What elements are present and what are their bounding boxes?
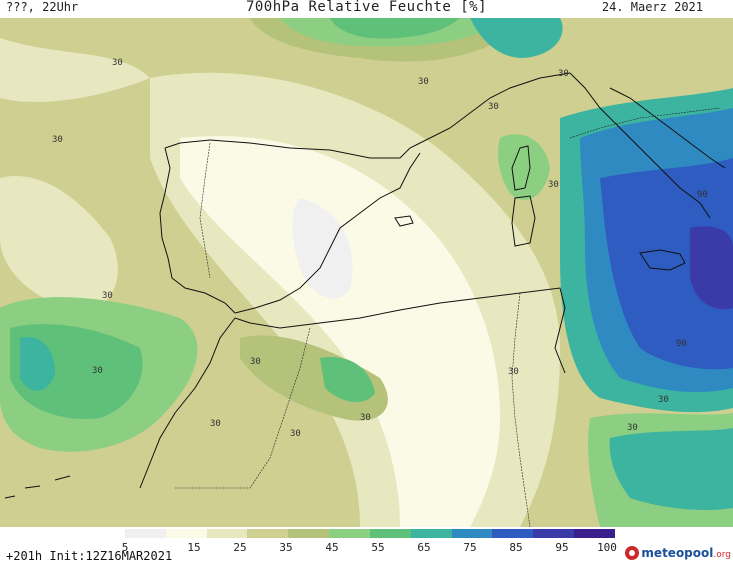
contour-label: 30	[210, 419, 221, 429]
colorbar-tick: 85	[509, 541, 523, 554]
forecast-date: 24. Maerz 2021	[601, 0, 703, 14]
contour-label: 30	[112, 58, 123, 68]
coast-west-iberia	[159, 147, 236, 314]
colorbar-tick: 15	[187, 541, 201, 554]
coast-north-iberia	[164, 139, 421, 159]
logo-main-text: meteopool	[641, 546, 714, 560]
colorbar-tick: 45	[325, 541, 339, 554]
contour-label: 30	[627, 423, 638, 433]
contour-label: 30	[102, 291, 113, 301]
coast-north-africa	[234, 287, 566, 374]
contour-label: 30	[52, 135, 63, 145]
humidity-field-25-nw	[0, 38, 150, 102]
colorbar-segment	[165, 529, 207, 538]
contour-label: 30	[508, 367, 519, 377]
humidity-field-65-north	[330, 18, 460, 39]
humidity-field-15	[180, 136, 500, 527]
coast-east-iberia	[234, 152, 421, 314]
logo-globe-icon	[625, 546, 640, 560]
humidity-field-55-sardinia	[498, 134, 550, 200]
colorbar-tick: 100	[597, 541, 617, 554]
border-alps	[569, 107, 721, 139]
meteopool-logo[interactable]: meteopool.org	[625, 546, 731, 560]
contour-label: 30	[360, 413, 371, 423]
coastlines	[4, 72, 726, 499]
contour-label: 30	[250, 357, 261, 367]
humidity-map: 30 30 30 30 30 30 30 30 30 30 30 30 30 3…	[0, 18, 733, 527]
contour-label: 90	[676, 339, 687, 349]
border-spain-portugal	[199, 142, 211, 279]
humidity-field-90-east	[600, 158, 733, 370]
colorbar-segment	[492, 529, 534, 538]
coast-canary-islands	[4, 475, 71, 499]
colorbar-segment	[410, 529, 452, 538]
colorbar-segment	[451, 529, 493, 538]
humidity-field-75-se	[609, 428, 733, 510]
colorbar-tick: 55	[371, 541, 385, 554]
contour-label: 30	[418, 77, 429, 87]
map-title: 700hPa Relative Feuchte [%]	[245, 0, 488, 15]
humidity-field-75-north	[470, 18, 563, 58]
humidity-field-5	[292, 198, 353, 299]
colorbar-tick: 95	[555, 541, 569, 554]
logo-domain-text: .org	[713, 550, 731, 560]
colorbar-tick: 75	[463, 541, 477, 554]
contour-label: 30	[488, 102, 499, 112]
contour-label: 30	[658, 395, 669, 405]
humidity-colorbar	[125, 529, 615, 538]
humidity-field-25-west	[0, 176, 118, 310]
colorbar-tick: 25	[233, 541, 247, 554]
coast-france-riviera	[419, 72, 571, 144]
colorbar-segment	[288, 529, 330, 538]
colorbar-tick: 5	[121, 541, 129, 554]
coast-mallorca	[394, 215, 414, 227]
model-run-info: +201h Init:12Z16MAR2021	[6, 549, 173, 563]
colorbar-segment	[125, 529, 166, 538]
colorbar-segment	[247, 529, 289, 538]
humidity-field-95-east	[690, 226, 733, 310]
map-header: ???, 22Uhr 700hPa Relative Feuchte [%] 2…	[0, 0, 733, 18]
contour-label: 30	[290, 429, 301, 439]
coast-corsica	[511, 145, 531, 191]
colorbar-segment	[533, 529, 575, 538]
contour-label: 90	[697, 190, 708, 200]
border-morocco-algeria	[175, 327, 311, 489]
contour-label: 30	[548, 180, 559, 190]
contour-label: 30	[92, 366, 103, 376]
legend-footer: 5 15 25 35 45 55 65 75 85 95 100 +201h I…	[0, 527, 733, 566]
contour-labels: 30 30 30 30 30 30 30 30 30 30 30 30 30 3…	[52, 58, 708, 439]
coast-italy-west	[569, 72, 711, 219]
humidity-field-65-africa	[320, 357, 375, 403]
colorbar-segment	[206, 529, 248, 538]
borders	[175, 107, 721, 527]
colorbar-tick: 35	[279, 541, 293, 554]
coast-west-africa	[139, 317, 236, 489]
humidity-field-75-west	[20, 337, 55, 391]
coast-sardinia	[511, 195, 536, 247]
coast-sicily	[639, 249, 686, 271]
colorbar-tick: 65	[417, 541, 431, 554]
colorbar-segment	[574, 529, 615, 538]
colorbar-segment	[329, 529, 370, 538]
border-algeria-tunisia	[511, 292, 531, 527]
contour-label: 30	[558, 69, 569, 79]
forecast-time-label: ???, 22Uhr	[6, 0, 79, 14]
coast-italy-east	[609, 87, 726, 169]
map-canvas: 30 30 30 30 30 30 30 30 30 30 30 30 30 3…	[0, 18, 733, 527]
colorbar-segment	[369, 529, 411, 538]
